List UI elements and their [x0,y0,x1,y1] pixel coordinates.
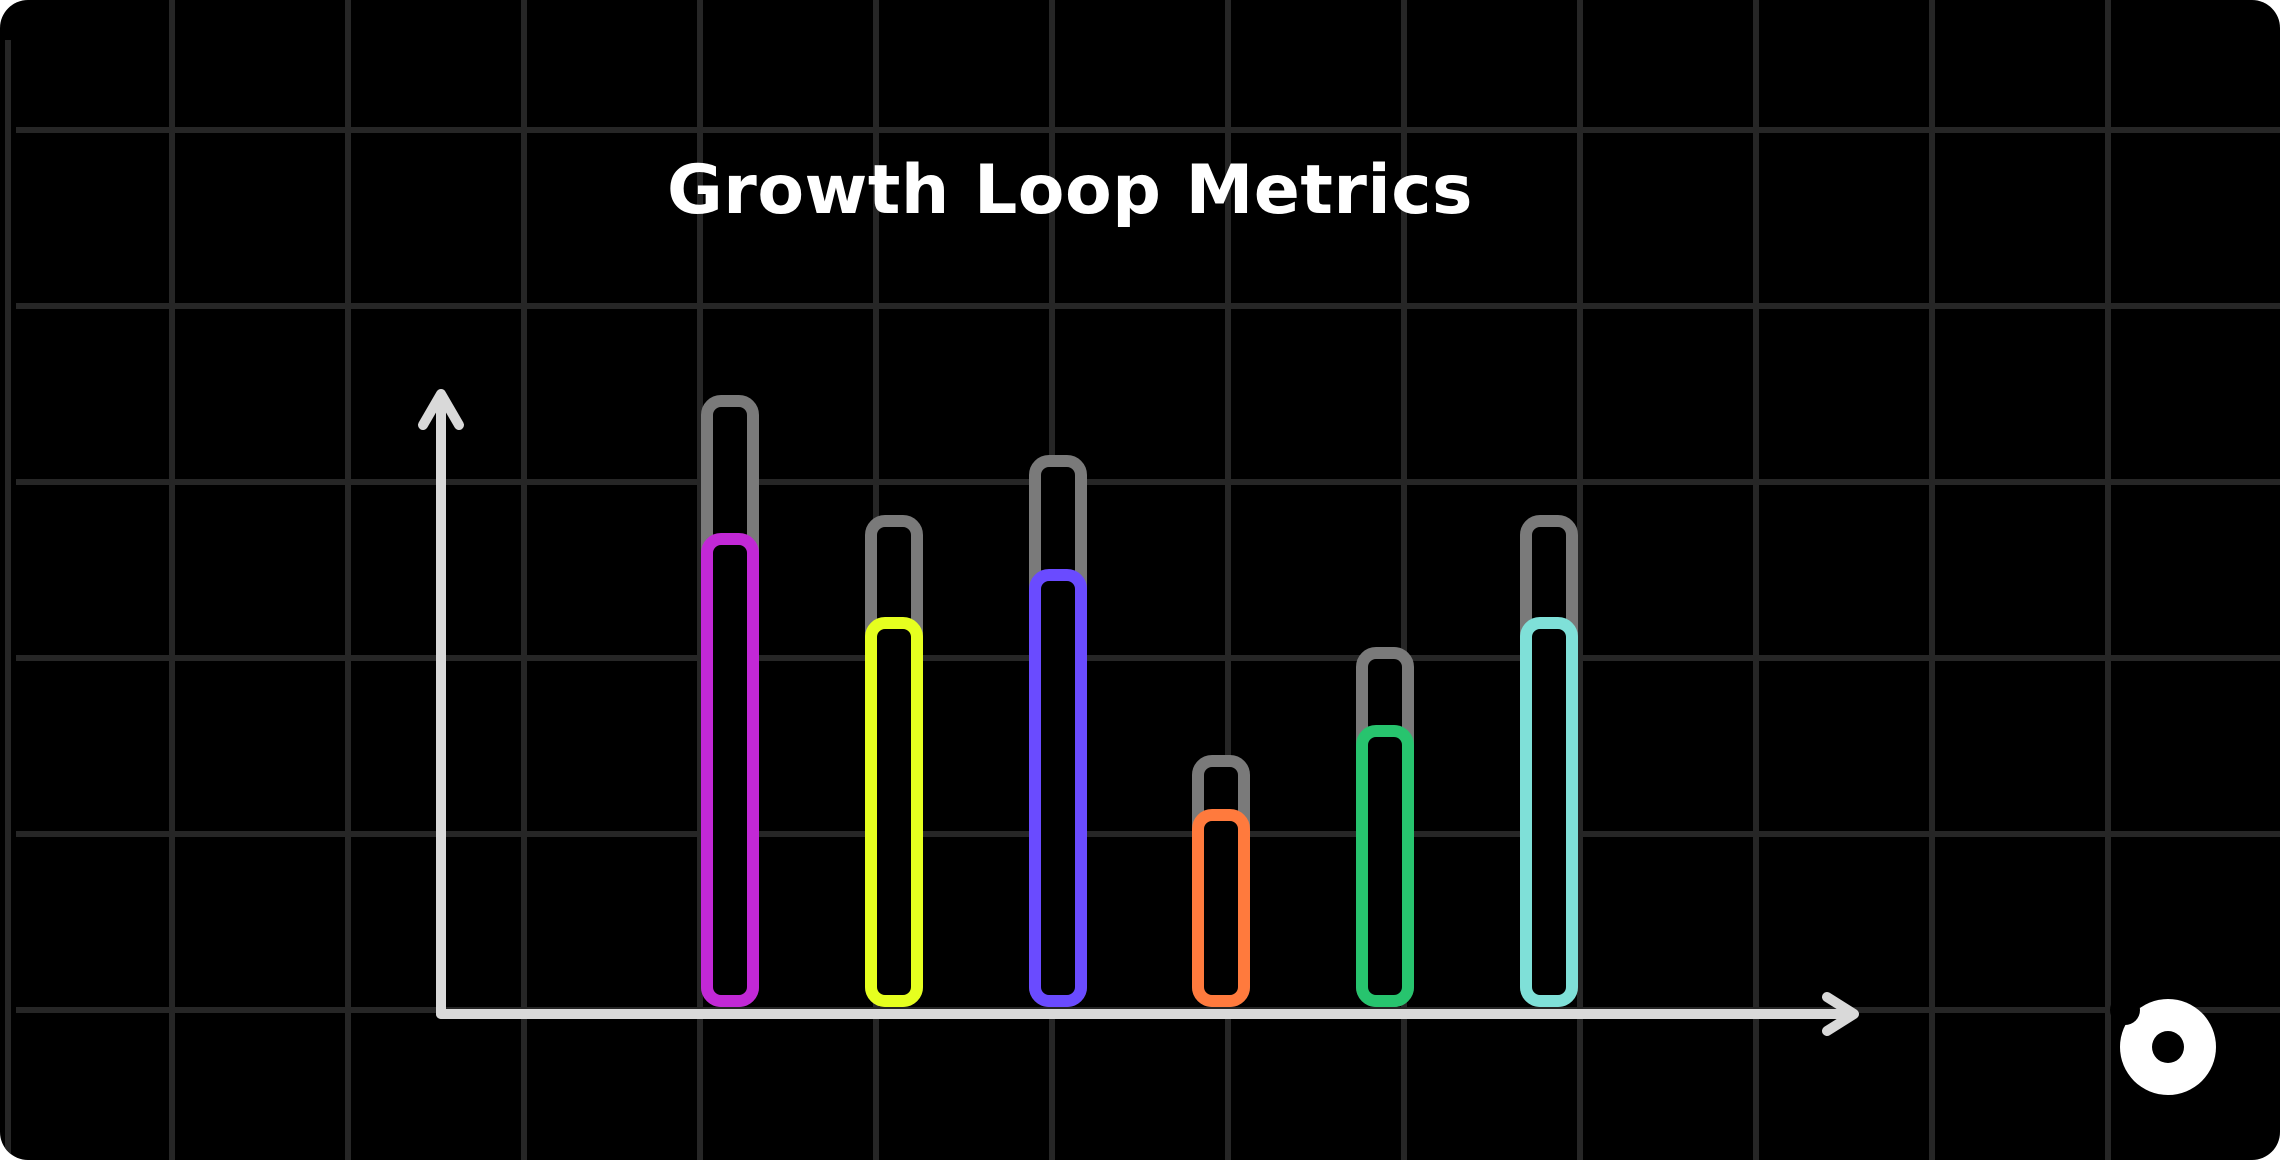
value-bar [1192,809,1250,1007]
value-bar [1520,617,1578,1007]
value-bar [1356,725,1414,1007]
donut-logo-icon [2110,995,2216,1095]
axes [418,389,1859,1036]
bars [701,395,1578,1007]
chart-title: Growth Loop Metrics [666,151,1473,230]
value-bar [865,617,923,1007]
y-axis-arrow [418,389,464,430]
x-axis-arrow [1822,992,1859,1036]
value-bar [1029,569,1087,1007]
value-bar [701,533,759,1007]
